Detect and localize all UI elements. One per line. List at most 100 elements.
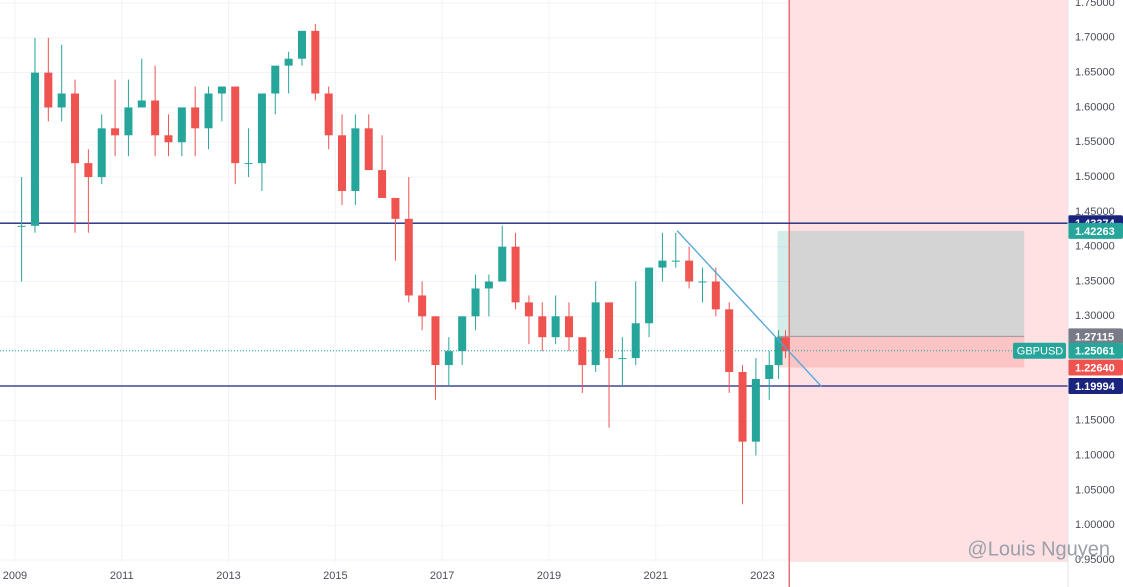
target-tag-text: 1.42263 <box>1075 226 1115 238</box>
candle-body <box>378 170 387 198</box>
candle-body <box>524 302 533 317</box>
candle-body <box>431 316 440 366</box>
candle-body <box>391 197 400 219</box>
target-tag-box <box>1068 222 1123 239</box>
candle-body <box>618 358 627 360</box>
candle-body <box>111 128 120 136</box>
y-tick-label: 1.65000 <box>1075 67 1115 79</box>
candle-body <box>765 365 774 379</box>
hline-tag-text: 1.19994 <box>1075 381 1116 393</box>
symbol-box <box>1013 342 1066 359</box>
candle-body <box>30 72 39 226</box>
candle-body <box>71 93 80 164</box>
y-tick-label: 1.45000 <box>1075 206 1115 218</box>
x-tick-label: 2021 <box>644 570 668 582</box>
candle-body <box>217 86 226 94</box>
candle-body <box>17 225 26 227</box>
candle-body <box>324 93 333 136</box>
candle-body <box>564 316 573 338</box>
x-tick-label: 2017 <box>430 570 454 582</box>
candle-body <box>311 30 320 94</box>
candle-body <box>297 30 306 59</box>
x-tick-label: 2009 <box>3 570 27 582</box>
candle-body <box>645 267 654 324</box>
candle-body <box>711 281 720 310</box>
candle-body <box>418 295 427 317</box>
candle-body <box>404 218 413 296</box>
x-tick-label: 2019 <box>537 570 561 582</box>
candle-body <box>774 337 783 366</box>
candle-body <box>44 72 53 108</box>
y-tick-label: 1.10000 <box>1075 449 1115 461</box>
stop-tag-text: 1.22640 <box>1075 362 1115 374</box>
candle-body <box>191 107 200 129</box>
candle-body <box>671 260 680 262</box>
candle-body <box>177 107 186 143</box>
candle-body <box>751 378 760 442</box>
y-tick-label: 1.15000 <box>1075 415 1115 427</box>
current-tag-box <box>1068 342 1123 359</box>
candle-body <box>338 135 347 191</box>
candle-body <box>538 316 547 338</box>
current-tag-text: 1.25061 <box>1075 346 1115 358</box>
symbol-text: GBPUSD <box>1017 346 1064 358</box>
candle-body <box>257 93 266 164</box>
candle-body <box>151 100 160 136</box>
candle-body <box>164 135 173 143</box>
candle-body <box>244 163 253 165</box>
candle-body <box>57 93 66 108</box>
y-tick-label: 1.50000 <box>1075 171 1115 183</box>
candle-body <box>137 100 146 108</box>
x-tick-label: 2013 <box>216 570 240 582</box>
candle-body <box>284 58 293 66</box>
candle-body <box>484 281 493 289</box>
candle-body <box>698 281 707 283</box>
candle-body <box>725 309 734 373</box>
x-tick-label: 2011 <box>110 570 134 582</box>
entry-tag-text: 1.27115 <box>1075 331 1114 343</box>
y-tick-label: 1.70000 <box>1075 32 1115 44</box>
position-profit <box>777 230 1025 337</box>
y-tick-label: 0.95000 <box>1075 554 1115 566</box>
candle-body <box>605 302 614 359</box>
candle-body <box>124 107 133 136</box>
y-tick-label: 1.55000 <box>1075 136 1115 148</box>
candle-body <box>97 128 106 178</box>
candle-body <box>204 93 213 129</box>
candle-body <box>231 86 240 164</box>
y-tick-label: 1.00000 <box>1075 519 1115 531</box>
stop-tag-box <box>1068 359 1123 376</box>
y-tick-label: 1.75000 <box>1075 0 1115 9</box>
x-tick-label: 2015 <box>323 570 347 582</box>
x-tick-label: 2023 <box>750 570 774 582</box>
candle-body <box>511 246 520 303</box>
candle-body <box>271 65 280 94</box>
candle-body <box>781 337 790 352</box>
candle-body <box>364 128 373 171</box>
candle-body <box>658 260 667 268</box>
candle-body <box>471 288 480 317</box>
y-tick-label: 1.30000 <box>1075 310 1115 322</box>
position-loss <box>777 336 1025 368</box>
watermark: @Louis Nguyen <box>967 538 1110 560</box>
y-tick-label: 1.40000 <box>1075 241 1115 253</box>
candle-body <box>351 128 360 191</box>
candle-body <box>84 163 93 178</box>
candle-body <box>444 351 453 366</box>
entry-tag-box <box>1068 328 1123 345</box>
candle-body <box>685 260 694 282</box>
candle-body <box>458 316 467 352</box>
hline-tag-box <box>1068 377 1123 394</box>
candle-body <box>738 372 747 442</box>
y-tick-label: 1.60000 <box>1075 101 1115 113</box>
candle-body <box>631 323 640 359</box>
future-region <box>789 0 1068 562</box>
y-tick-label: 1.05000 <box>1075 484 1115 496</box>
candle-body <box>498 246 507 282</box>
y-tick-label: 1.35000 <box>1075 275 1115 287</box>
trendline <box>676 230 822 387</box>
candle-body <box>551 316 560 338</box>
candle-body <box>578 337 587 366</box>
candle-body <box>591 302 600 366</box>
